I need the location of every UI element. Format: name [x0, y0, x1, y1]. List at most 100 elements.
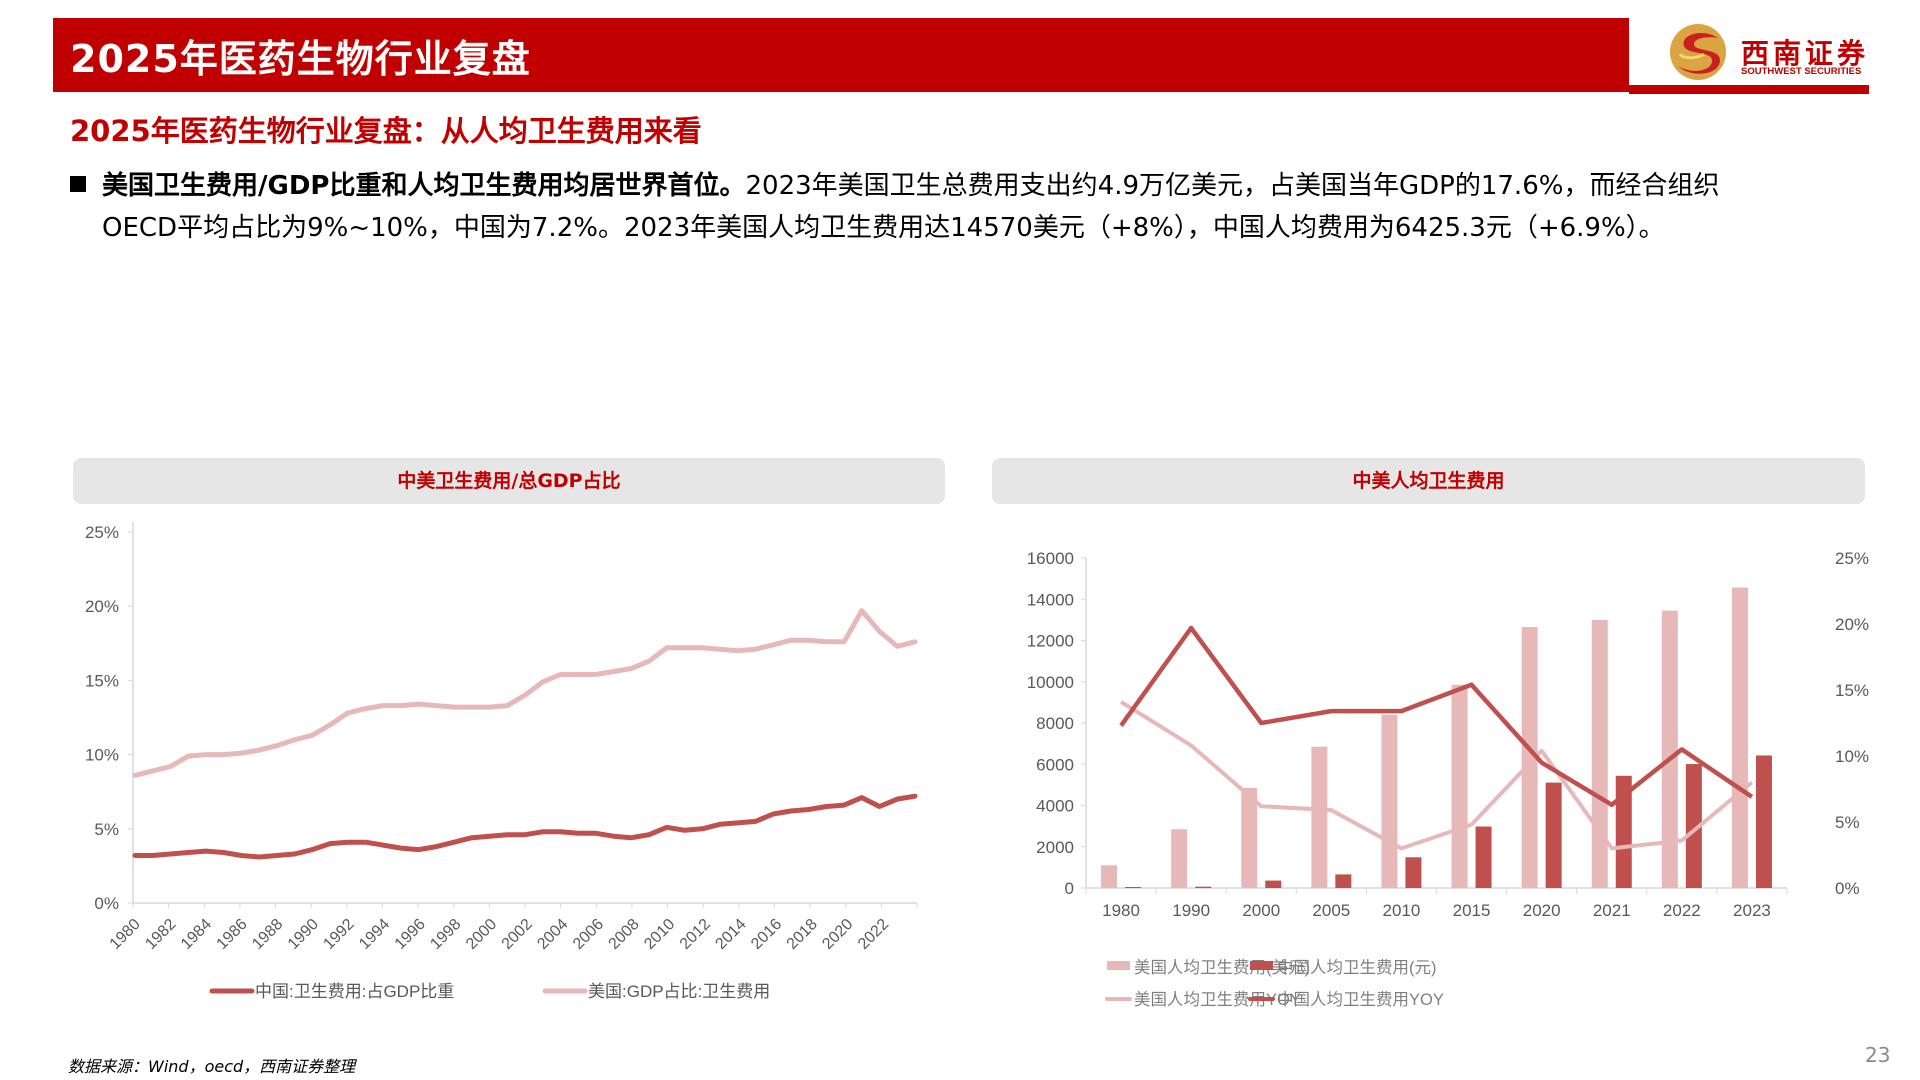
right-chart-title: 中美人均卫生费用 — [992, 458, 1865, 504]
china-per-capita-bar — [1545, 782, 1562, 888]
us-per-capita-bar — [1661, 610, 1678, 888]
x-tick-label: 1998 — [427, 916, 464, 953]
us-per-capita-bar — [1311, 746, 1328, 888]
x-tick-label: 2002 — [499, 916, 536, 953]
x-tick-label: 2004 — [534, 916, 571, 953]
us-yoy-line — [1120, 700, 1754, 851]
right-combo-chart: 0 2000 4000 6000 8000 10000 12000 14000 16000 0% 5… — [1027, 549, 1869, 1009]
china-per-capita-bar — [1195, 886, 1212, 888]
y-tick-label: 20% — [85, 597, 119, 616]
x-tick-label: 1980 — [1102, 901, 1140, 920]
legend-label: 中国:卫生费用:占GDP比重 — [255, 982, 454, 1001]
x-tick-label: 2020 — [1523, 901, 1561, 920]
legend-label: 美国:GDP占比:卫生费用 — [588, 982, 770, 1001]
x-tick-label: 1990 — [1172, 901, 1210, 920]
us-per-capita-bar — [1731, 587, 1748, 888]
us-gdp-share-line — [132, 608, 918, 778]
y-tick-label: 0 — [1065, 879, 1074, 898]
us-per-capita-bar — [1101, 865, 1118, 888]
us-per-capita-bar — [1381, 714, 1398, 888]
legend-swatch-icon — [1107, 961, 1130, 970]
x-tick-label: 1986 — [214, 916, 251, 953]
us-per-capita-bar — [1451, 684, 1468, 888]
y-tick-label: 10000 — [1027, 673, 1074, 692]
x-tick-label: 2005 — [1312, 901, 1350, 920]
bullet-square-icon — [70, 176, 86, 192]
x-tick-label: 2022 — [855, 916, 892, 953]
left-chart-title: 中美卫生费用/总GDP占比 — [73, 458, 945, 504]
y-tick-label: 15% — [85, 671, 119, 690]
y-tick-label: 2000 — [1036, 838, 1074, 857]
x-tick-label: 1992 — [320, 916, 357, 953]
legend-swatch-icon — [1250, 961, 1273, 970]
company-logo-icon — [1670, 24, 1726, 80]
y-tick-label: 14000 — [1027, 590, 1074, 609]
logo-area — [1629, 18, 1869, 84]
logo-text-en: SOUTHWEST SECURITIES — [1741, 66, 1862, 77]
china-per-capita-bar — [1475, 826, 1492, 888]
x-tick-label: 2016 — [748, 916, 785, 953]
y2-tick-label: 5% — [1835, 813, 1860, 832]
y2-tick-label: 0% — [1835, 879, 1860, 898]
legend-label: 中国人均卫生费用YOY — [1277, 990, 1444, 1009]
logo-text-cn: 西南证券 — [1741, 37, 1870, 70]
us-per-capita-bar — [1171, 829, 1188, 888]
y-tick-label: 25% — [85, 523, 119, 542]
us-per-capita-bar — [1241, 787, 1258, 888]
legend-label: 美国人均卫生费用YOY — [1134, 990, 1301, 1009]
page-title: 2025年医药生物行业复盘 — [70, 37, 531, 81]
china-per-capita-bar — [1405, 857, 1422, 888]
x-tick-label: 2000 — [463, 916, 500, 953]
data-source-note: 数据来源：Wind，oecd，西南证券整理 — [68, 1057, 356, 1076]
china-per-capita-bar — [1335, 874, 1352, 888]
x-tick-label: 2020 — [819, 916, 856, 953]
header-bar — [53, 18, 1629, 92]
page-number: 23 — [1865, 1043, 1891, 1067]
x-tick-label: 2015 — [1453, 901, 1491, 920]
left-line-chart: 0% 5% 10% 15% 20% 25% 198019821984198619881990… — [85, 522, 918, 1001]
x-tick-label: 2010 — [1383, 901, 1421, 920]
x-tick-label: 2006 — [570, 916, 607, 953]
y-tick-label: 0% — [94, 894, 119, 913]
china-per-capita-bar — [1685, 764, 1702, 888]
x-tick-label: 2021 — [1593, 901, 1631, 920]
x-tick-label: 1984 — [178, 916, 215, 953]
x-tick-label: 1982 — [142, 916, 179, 953]
legend-label: 中国人均卫生费用(元) — [1277, 958, 1437, 977]
x-tick-label: 2023 — [1733, 901, 1771, 920]
x-tick-label: 2008 — [606, 916, 643, 953]
x-tick-label: 2014 — [712, 916, 749, 953]
y-tick-label: 8000 — [1036, 714, 1074, 733]
x-tick-label: 2010 — [641, 916, 678, 953]
y-tick-label: 5% — [94, 820, 119, 839]
x-tick-label: 2012 — [677, 916, 714, 953]
y-tick-label: 4000 — [1036, 797, 1074, 816]
us-per-capita-bar — [1521, 627, 1538, 888]
bullet-paragraph: 美国卫生费用/GDP比重和人均卫生费用均居世界首位。2023年美国卫生总费用支出… — [70, 165, 1890, 249]
x-tick-label: 2018 — [784, 916, 821, 953]
section-subtitle: 2025年医药生物行业复盘：从人均卫生费用来看 — [70, 114, 702, 148]
x-tick-label: 1990 — [285, 916, 322, 953]
y-tick-label: 12000 — [1027, 632, 1074, 651]
x-tick-label: 2022 — [1663, 901, 1701, 920]
bullet-bold-lead: 美国卫生费用/GDP比重和人均卫生费用均居世界首位。 — [102, 171, 746, 201]
china-yoy-line — [1119, 625, 1754, 808]
x-tick-label: 1988 — [249, 916, 286, 953]
y-tick-label: 6000 — [1036, 755, 1074, 774]
logo-underline — [1629, 85, 1869, 94]
y-tick-label: 16000 — [1027, 549, 1074, 568]
y2-tick-label: 10% — [1835, 747, 1869, 766]
bullet-line2-text: OECD平均占比为9%~10%，中国为7.2%。2023年美国人均卫生费用达14… — [102, 213, 1665, 243]
x-tick-label: 1994 — [356, 916, 393, 953]
y2-tick-label: 20% — [1835, 615, 1869, 634]
us-per-capita-bar — [1591, 619, 1608, 888]
x-tick-label: 2000 — [1242, 901, 1280, 920]
y2-tick-label: 25% — [1835, 549, 1869, 568]
x-tick-label: 1996 — [392, 916, 429, 953]
china-gdp-share-line — [132, 793, 918, 860]
x-tick-label: 1980 — [107, 916, 144, 953]
bullet-line1-text: 2023年美国卫生总费用支出约4.9万亿美元，占美国当年GDP的17.6%，而经… — [745, 171, 1720, 201]
china-per-capita-bar — [1615, 775, 1632, 888]
china-per-capita-bar — [1265, 880, 1282, 888]
y2-tick-label: 15% — [1835, 681, 1869, 700]
